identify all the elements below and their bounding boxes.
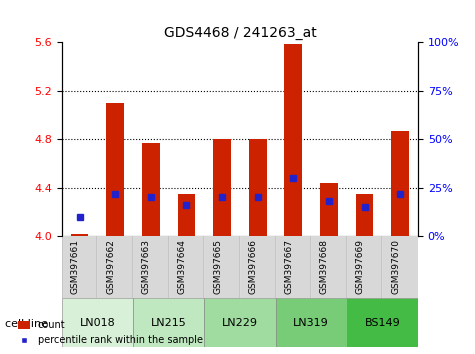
Bar — [71, 234, 88, 236]
Text: GSM397668: GSM397668 — [320, 239, 329, 294]
Text: GSM397661: GSM397661 — [71, 239, 80, 294]
Title: GDS4468 / 241263_at: GDS4468 / 241263_at — [163, 26, 316, 40]
Bar — [133, 298, 204, 347]
Text: GSM397666: GSM397666 — [249, 239, 257, 294]
Text: GSM397662: GSM397662 — [106, 239, 115, 294]
Text: GSM397669: GSM397669 — [356, 239, 365, 294]
Text: GSM397665: GSM397665 — [213, 239, 222, 294]
Bar — [320, 183, 338, 236]
Text: GSM397663: GSM397663 — [142, 239, 151, 294]
Bar — [178, 194, 195, 236]
Text: cell line: cell line — [5, 319, 48, 329]
Bar — [213, 139, 231, 236]
Bar — [276, 298, 347, 347]
Text: LN215: LN215 — [151, 318, 187, 328]
Bar — [62, 298, 133, 347]
Text: GSM397670: GSM397670 — [391, 239, 400, 294]
Bar — [285, 44, 302, 236]
Bar — [204, 298, 276, 347]
Text: LN319: LN319 — [293, 318, 329, 328]
Text: GSM397664: GSM397664 — [178, 239, 186, 294]
Bar — [347, 298, 418, 347]
Legend: count, percentile rank within the sample: count, percentile rank within the sample — [14, 316, 207, 349]
Bar — [249, 139, 266, 236]
Bar — [356, 194, 373, 236]
Bar — [142, 143, 160, 236]
Text: BS149: BS149 — [364, 318, 400, 328]
Bar — [106, 103, 124, 236]
Text: GSM397667: GSM397667 — [285, 239, 293, 294]
Bar — [391, 131, 409, 236]
Text: LN229: LN229 — [222, 318, 258, 328]
Text: LN018: LN018 — [79, 318, 115, 328]
